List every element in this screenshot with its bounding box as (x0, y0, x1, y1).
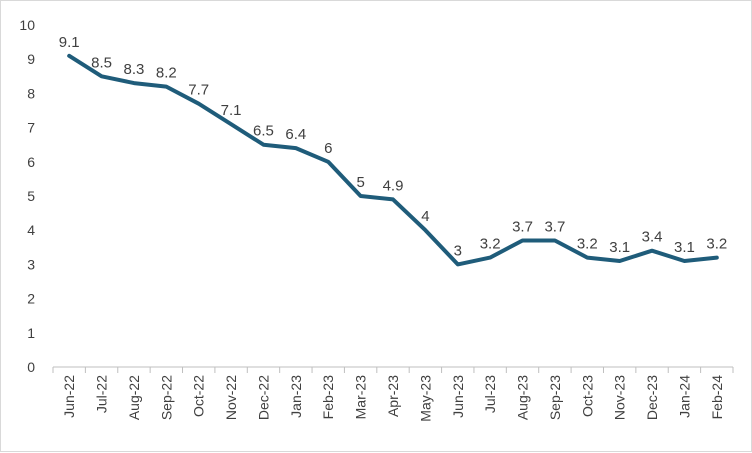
data-label: 6 (324, 140, 332, 157)
data-label: 3 (454, 242, 462, 259)
x-tick-label: May-23 (417, 375, 433, 422)
y-tick-label: 0 (27, 359, 35, 375)
x-tick-label: Feb-23 (320, 375, 336, 420)
y-tick-label: 2 (27, 291, 35, 307)
data-label: 7.1 (221, 102, 242, 119)
x-tick-label: Jan-24 (676, 375, 692, 418)
x-tick-label: Oct-22 (191, 375, 207, 417)
x-tick-label: Jul-23 (482, 375, 498, 413)
data-label: 4.9 (383, 177, 404, 194)
x-tick-label: Sep-23 (547, 375, 563, 420)
x-tick-label: Mar-23 (353, 375, 369, 420)
x-tick-label: Aug-22 (126, 375, 142, 420)
data-label: 6.5 (253, 123, 274, 140)
data-label: 5 (356, 174, 364, 191)
data-label: 6.4 (285, 126, 306, 143)
x-tick-label: Jun-22 (61, 375, 77, 418)
x-tick-label: Dec-23 (644, 375, 660, 420)
x-tick-label: Dec-22 (255, 375, 271, 420)
data-label: 3.7 (544, 218, 565, 235)
x-tick-label: Aug-23 (515, 375, 531, 420)
data-label: 3.1 (674, 239, 695, 256)
data-label: 3.2 (577, 236, 598, 253)
x-tick-label: Jun-23 (450, 375, 466, 418)
data-label: 9.1 (59, 34, 80, 51)
x-tick-label: Nov-22 (223, 375, 239, 420)
data-label: 3.2 (480, 236, 501, 253)
data-label: 7.7 (188, 82, 209, 99)
series-line (67, 53, 719, 267)
data-label: 8.5 (91, 54, 112, 71)
x-tick-label: Jan-23 (288, 375, 304, 418)
data-label: 8.2 (156, 65, 177, 82)
x-tick-label: Apr-23 (385, 375, 401, 417)
y-tick-label: 6 (27, 154, 35, 170)
data-label: 3.4 (642, 229, 663, 246)
y-tick-label: 8 (27, 85, 35, 101)
data-label: 3.2 (706, 236, 727, 253)
data-label: 3.7 (512, 218, 533, 235)
y-tick-label: 3 (27, 256, 35, 272)
x-tick-label: Jul-22 (94, 375, 110, 413)
x-tick-label: Nov-23 (612, 375, 628, 420)
y-tick-label: 9 (27, 51, 35, 67)
y-tick-label: 7 (27, 120, 35, 136)
y-tick-label: 4 (27, 222, 35, 238)
data-label: 4 (421, 208, 429, 225)
y-tick-label: 5 (27, 188, 35, 204)
x-tick-label: Sep-22 (158, 375, 174, 420)
x-tick-label: Feb-24 (709, 375, 725, 420)
y-tick-label: 1 (27, 325, 35, 341)
y-tick-label: 10 (19, 17, 35, 33)
data-label: 3.1 (609, 239, 630, 256)
x-tick-label: Oct-23 (579, 375, 595, 417)
data-label: 8.3 (124, 61, 145, 78)
